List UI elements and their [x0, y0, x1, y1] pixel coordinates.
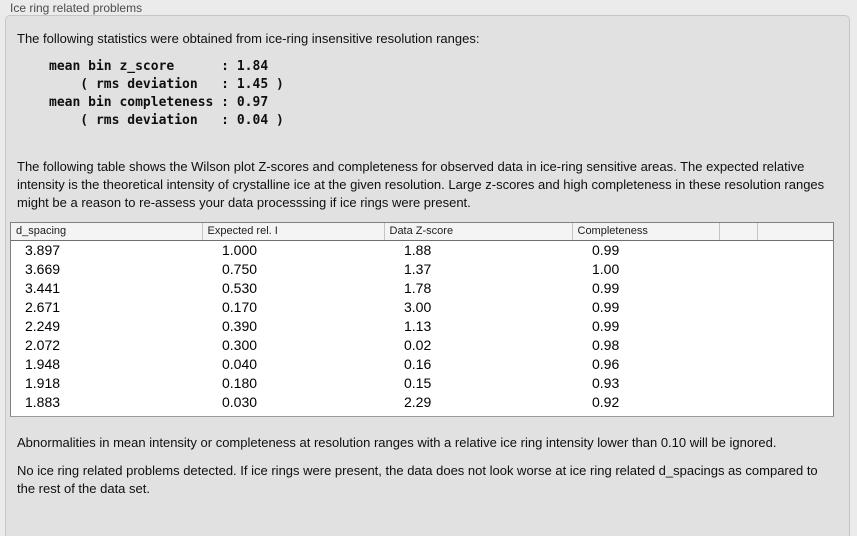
table-cell: [719, 260, 757, 279]
ignore-note-text: Abnormalities in mean intensity or compl…: [17, 435, 777, 450]
table-cell: 0.530: [222, 280, 258, 296]
table-cell: 0.99: [592, 280, 620, 296]
table-cell: [719, 374, 757, 393]
table-cell: [757, 336, 833, 355]
table-cell: [719, 241, 757, 261]
table-cell: 0.15: [404, 375, 432, 391]
table-cell: 0.170: [222, 299, 258, 315]
table-row[interactable]: 2.072 0.300 0.02 0.98: [11, 336, 833, 355]
table-cell: [719, 298, 757, 317]
table-cell: 0.390: [222, 318, 258, 334]
table-cell: 0.300: [222, 337, 258, 353]
table-cell: [719, 336, 757, 355]
table-cell: [757, 279, 833, 298]
table-cell: [719, 393, 757, 412]
table-row[interactable]: 1.883 0.030 2.29 0.92: [11, 393, 833, 412]
table-cell: 1.883: [25, 394, 61, 410]
table-cell: 1.13: [404, 318, 432, 334]
table-cell: [757, 241, 833, 261]
table-cell: [757, 260, 833, 279]
table-cell: 1.88: [404, 242, 432, 258]
table-row[interactable]: 3.669 0.750 1.37 1.00: [11, 260, 833, 279]
table-cell: 0.93: [592, 375, 620, 391]
table-cell: 1.00: [592, 261, 620, 277]
table-row[interactable]: 2.671 0.170 3.00 0.99: [11, 298, 833, 317]
conclusion-text: No ice ring related problems detected. I…: [17, 463, 818, 496]
intro-text: The following statistics were obtained f…: [17, 31, 480, 46]
table-cell: 1.948: [25, 356, 61, 372]
table-cell: [719, 279, 757, 298]
table-row[interactable]: 3.897 1.000 1.88 0.99: [11, 241, 833, 261]
table-cell: [757, 393, 833, 412]
groupbox-title: Ice ring related problems: [10, 1, 143, 15]
table-cell: [757, 317, 833, 336]
report-panel: The following statistics were obtained f…: [5, 15, 850, 536]
table-cell: 0.99: [592, 299, 620, 315]
table-cell: 2.072: [25, 337, 61, 353]
table-cell: 0.16: [404, 356, 432, 372]
table-cell: 2.29: [404, 394, 432, 410]
table-cell: 1.000: [222, 242, 258, 258]
table-cell: 2.671: [25, 299, 61, 315]
table-cell: 0.99: [592, 318, 620, 334]
table-cell: 1.78: [404, 280, 432, 296]
table-cell: 0.030: [222, 394, 258, 410]
table-cell: [719, 317, 757, 336]
table-cell: 0.750: [222, 261, 258, 277]
table-cell: 3.669: [25, 261, 61, 277]
column-header-expected-rel-i[interactable]: Expected rel. I: [201, 223, 384, 241]
table-cell: 3.897: [25, 242, 61, 258]
table-cell: 1.918: [25, 375, 61, 391]
column-header-completeness[interactable]: Completeness: [571, 223, 719, 241]
table-cell: [757, 355, 833, 374]
column-header-empty: [756, 223, 833, 241]
table-row[interactable]: 3.441 0.530 1.78 0.99: [11, 279, 833, 298]
column-header-data-z-score[interactable]: Data Z-score: [383, 223, 572, 241]
table-body: 3.897 1.000 1.88 0.99 3.669 0.750 1.37 1.00 3.44…: [11, 241, 833, 413]
table-cell: 0.02: [404, 337, 432, 353]
table-cell: [757, 374, 833, 393]
table-cell: 1.37: [404, 261, 432, 277]
table-intro-text: The following table shows the Wilson plo…: [17, 159, 825, 210]
table-cell: 3.00: [404, 299, 432, 315]
column-header-d-spacing[interactable]: d_spacing: [11, 223, 202, 241]
table-row[interactable]: 2.249 0.390 1.13 0.99: [11, 317, 833, 336]
table-cell: 3.441: [25, 280, 61, 296]
table-cell: 0.180: [222, 375, 258, 391]
table-cell: 0.96: [592, 356, 620, 372]
table-cell: 0.92: [592, 394, 620, 410]
ice-ring-table-frame: d_spacing Expected rel. I Data Z-score Comp…: [10, 222, 834, 417]
table-cell: 0.98: [592, 337, 620, 353]
table-row[interactable]: 1.918 0.180 0.15 0.93: [11, 374, 833, 393]
ice-ring-table: d_spacing Expected rel. I Data Z-score Comp…: [11, 223, 833, 412]
statistics-block: mean bin z_score : 1.84 ( rms deviation …: [49, 59, 284, 128]
column-header-empty: [718, 223, 757, 241]
table-cell: 0.040: [222, 356, 258, 372]
table-cell: [757, 298, 833, 317]
table-header-row: d_spacing Expected rel. I Data Z-score Comp…: [11, 223, 833, 241]
table-row[interactable]: 1.948 0.040 0.16 0.96: [11, 355, 833, 374]
table-cell: 2.249: [25, 318, 61, 334]
table-cell: [719, 355, 757, 374]
table-cell: 0.99: [592, 242, 620, 258]
